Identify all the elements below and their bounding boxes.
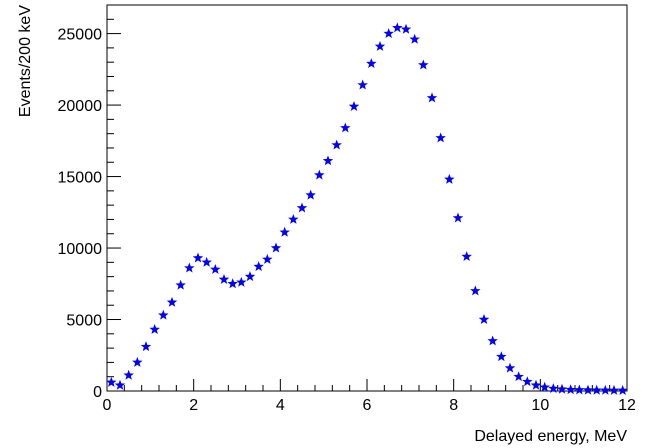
data-point-star [478,314,490,324]
data-point-star [548,383,559,394]
x-tick-label: 10 [531,397,549,414]
data-point-star [227,278,238,289]
data-point-star [496,351,507,362]
data-point-star [262,253,273,264]
x-tick-label: 0 [103,397,112,414]
y-tick-label: 0 [93,384,102,401]
y-tick-label: 10000 [58,241,103,258]
data-point-star [244,271,256,282]
y-tick-label: 20000 [58,98,103,115]
y-tick-label: 25000 [58,27,103,44]
x-axis-title: Delayed energy, MeV [474,428,627,445]
data-point-star [348,101,360,111]
data-point-star [504,362,516,373]
data-point-star [392,22,403,33]
data-point-star [322,155,334,166]
y-tick-label: 5000 [66,313,102,330]
data-point-star [288,213,299,224]
x-tick-label: 12 [618,397,636,414]
data-point-star [340,122,351,133]
x-tick-label: 2 [189,397,198,414]
data-point-star [201,256,212,267]
data-point-star [210,263,221,274]
data-point-star [617,385,628,395]
y-tick-label: 15000 [58,170,103,187]
data-point-star [522,376,533,387]
data-point-star [132,356,143,367]
x-tick-label: 4 [276,397,285,414]
data-point-star [383,28,394,39]
data-point-star [218,273,230,284]
data-point-star [600,384,611,395]
data-point-star [184,262,195,273]
data-point-star [236,276,247,287]
data-point-star [452,212,464,223]
data-point-star [582,384,594,395]
data-point-star [556,383,568,394]
data-point-star [470,285,481,296]
data-point-star [435,132,446,143]
x-tick-label: 8 [449,397,458,414]
data-point-star [314,169,325,180]
y-axis-title: Events/200 keV [17,5,34,117]
data-points [106,22,628,395]
data-point-star [418,59,429,70]
data-point-star [409,33,420,44]
data-point-star [192,252,204,263]
data-point-star [357,79,368,90]
data-point-star [530,379,542,390]
data-point-star [149,324,160,334]
data-point-star [279,226,290,237]
data-point-star [461,251,472,262]
plot-frame [106,4,628,392]
data-point-star [305,189,316,200]
data-point-star [444,173,455,184]
data-point-star [270,242,282,253]
data-point-star [175,279,186,290]
x-tick-label: 6 [363,397,372,414]
data-point-star [114,379,126,390]
data-point-star [565,384,576,395]
data-point-star [166,296,178,307]
data-point-star [591,384,602,395]
x-axis-ticks: 0 2 4 6 8 10 12 [103,379,636,414]
data-point-star [140,341,152,352]
data-point-star [374,40,386,51]
data-point-star [106,376,117,387]
data-point-star [331,139,342,150]
data-point-star [513,371,524,382]
data-point-star [426,92,438,103]
data-point-star [296,202,308,213]
data-point-star [487,335,498,346]
data-point-star [366,58,377,69]
data-point-star [253,261,264,272]
data-point-star [158,309,169,320]
data-point-star [539,381,550,392]
data-point-star [608,384,620,395]
data-point-star [400,23,412,34]
data-point-star [574,384,585,395]
data-point-star [123,369,134,380]
y-axis-ticks: 0 5000 10000 15000 20000 25000 [58,4,121,401]
